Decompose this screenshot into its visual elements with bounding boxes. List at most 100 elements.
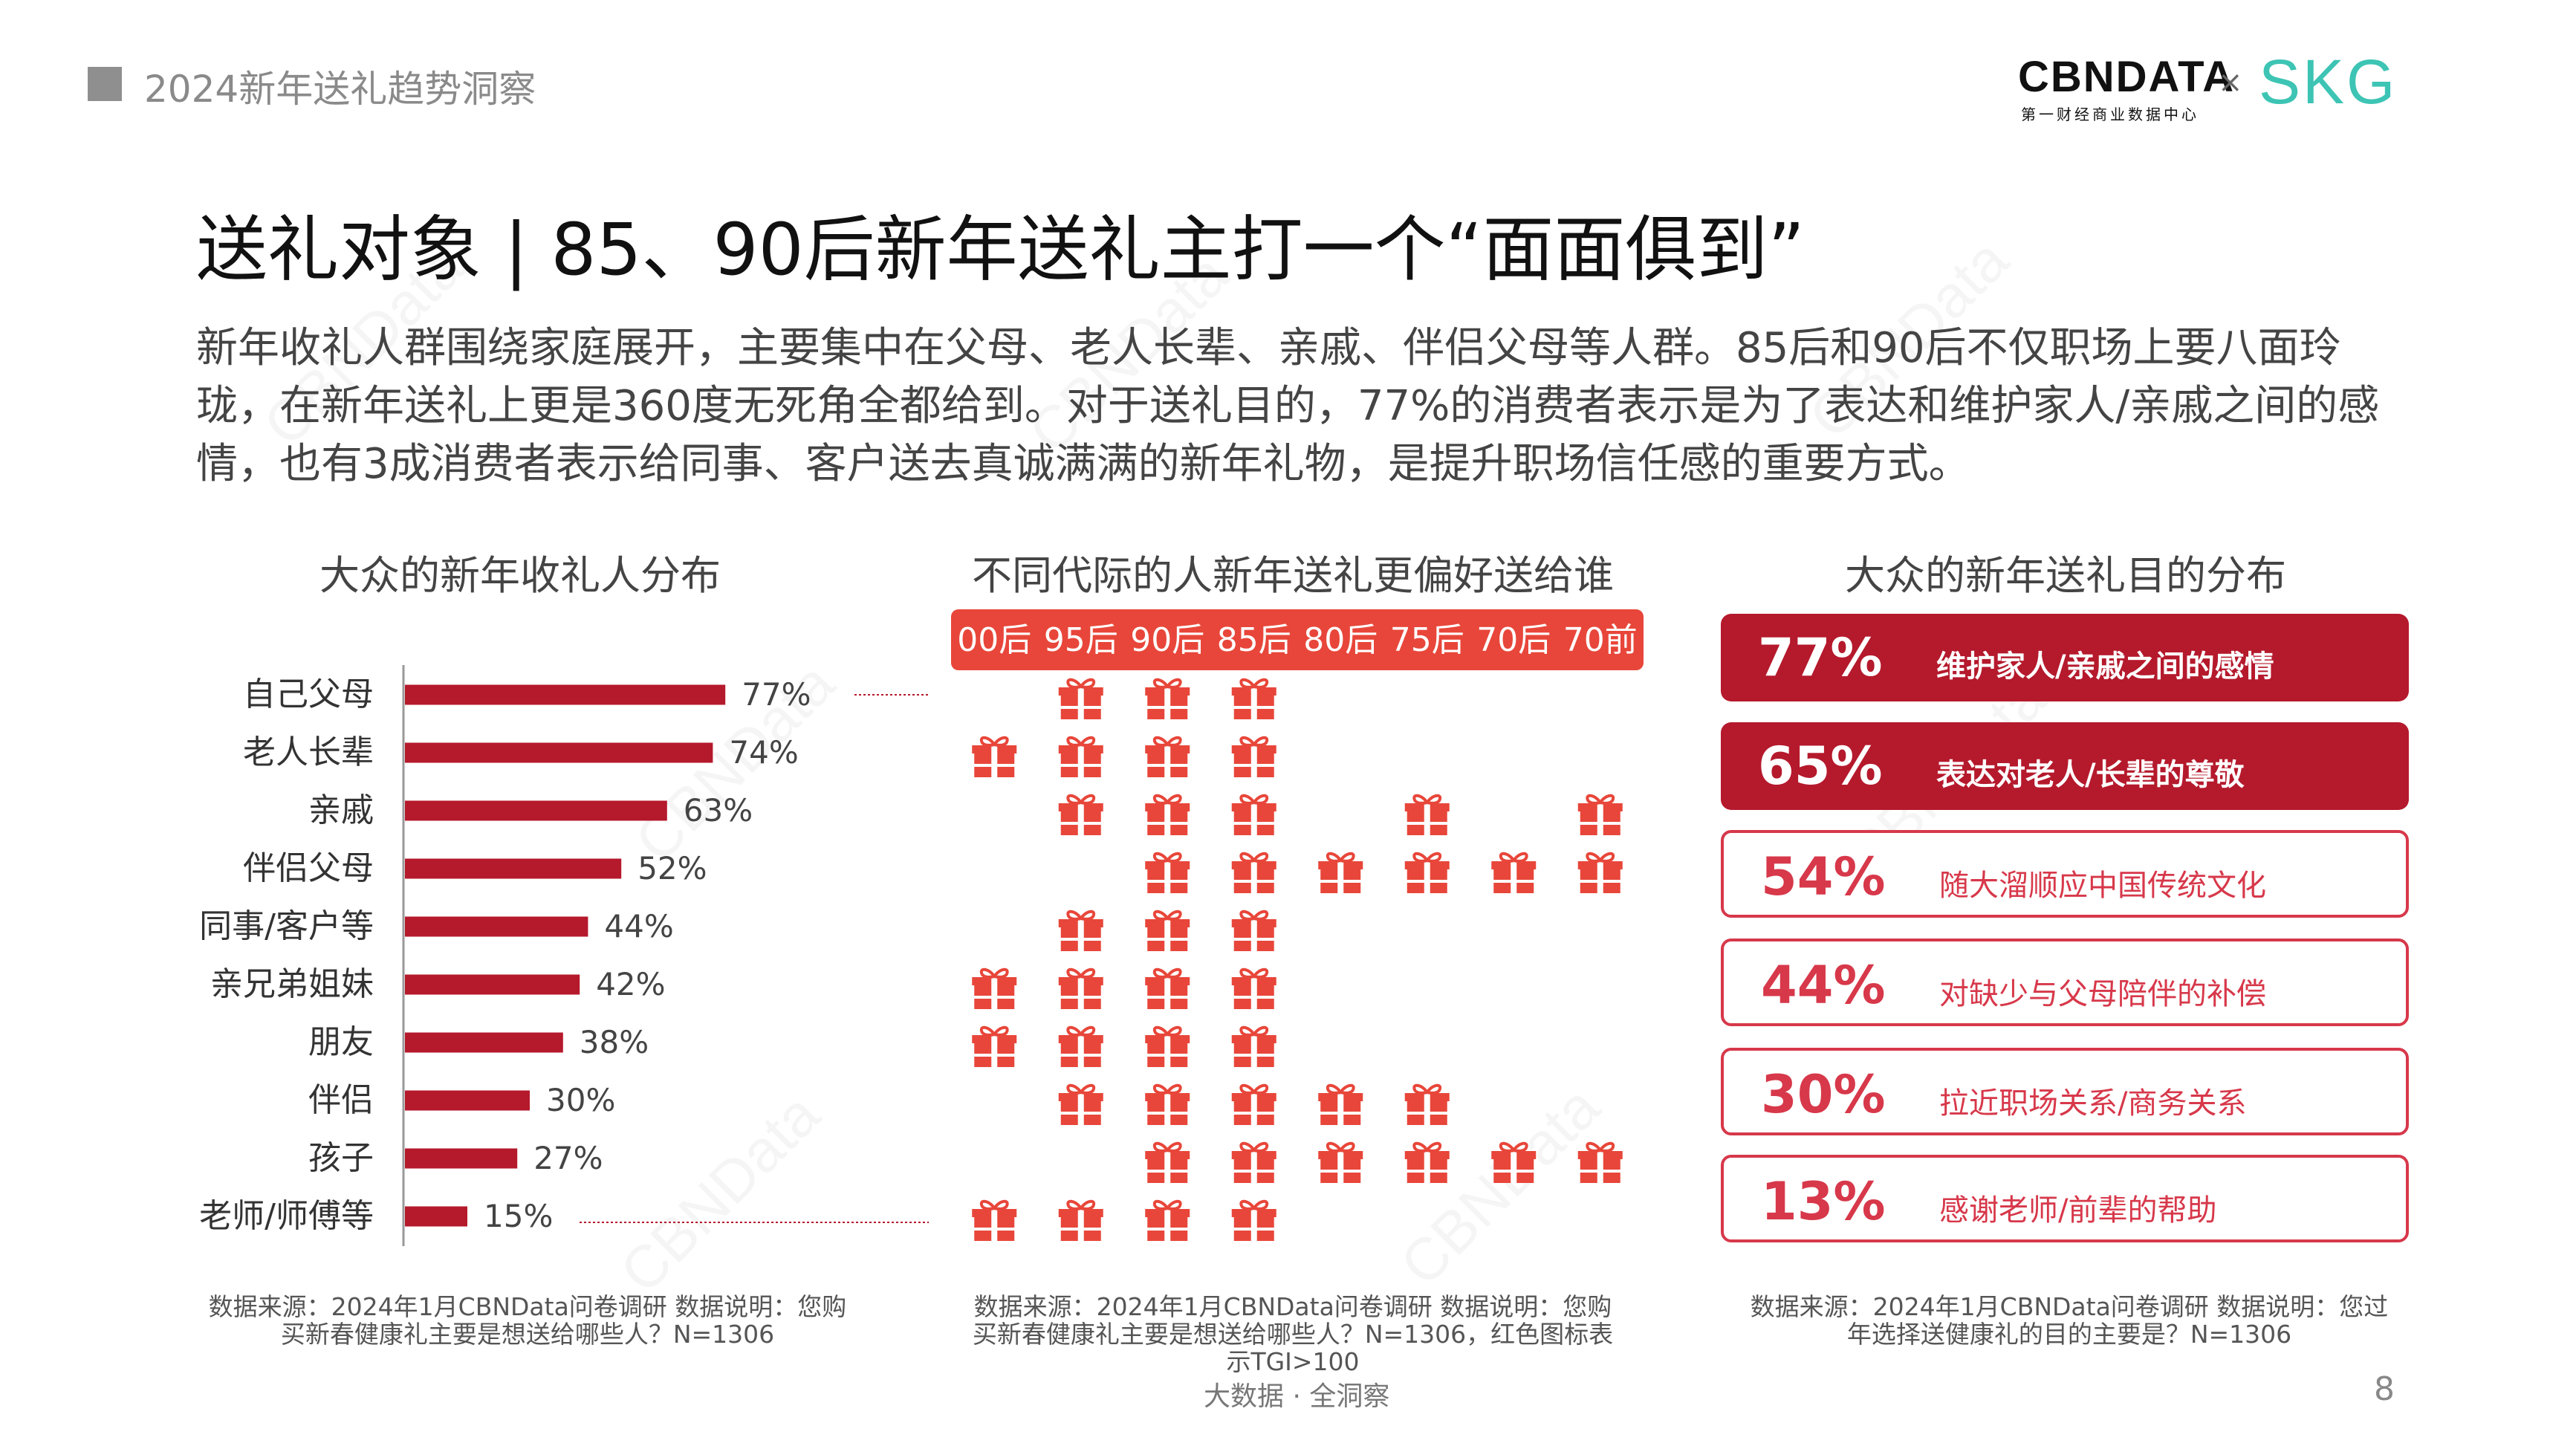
gift-icon xyxy=(1318,1141,1363,1183)
bar xyxy=(405,916,588,937)
cbndata-logo: CBNDATA xyxy=(2018,53,2236,101)
gift-icon xyxy=(1145,1083,1190,1125)
left-chart-note: 数据来源：2024年1月CBNData问卷调研 数据说明：您购买新春健康礼主要是… xyxy=(208,1292,847,1349)
bar-value-label: 42% xyxy=(596,966,665,1002)
gift-icon xyxy=(1231,678,1276,719)
generation-label: 80后 xyxy=(1303,621,1378,659)
gift-icon xyxy=(1231,852,1276,893)
gift-icon xyxy=(1231,1199,1276,1241)
page-title: 送礼对象 | 85、90后新年送礼主打一个“面面俱到” xyxy=(196,208,1806,291)
gift-icon xyxy=(1231,910,1276,951)
purpose-item: 44% 对缺少与父母陪伴的补偿 xyxy=(1721,939,2409,1026)
bar-category-label: 亲戚 xyxy=(308,791,374,829)
gift-icon xyxy=(1404,1141,1450,1183)
gift-icon xyxy=(1231,794,1276,835)
generation-label: 85后 xyxy=(1217,621,1291,659)
generation-label: 00后 xyxy=(957,621,1031,659)
purpose-label: 随大溜顺应中国传统文化 xyxy=(1939,869,2266,903)
gift-icon xyxy=(972,1025,1017,1067)
purpose-item: 65% 表达对老人/长辈的尊敬 xyxy=(1721,722,2409,810)
gift-icon xyxy=(1577,1141,1623,1183)
generation-label: 75后 xyxy=(1390,621,1464,659)
cbndata-logo-subtitle: 第一财经商业数据中心 xyxy=(2021,106,2199,123)
purpose-percent: 77% xyxy=(1758,627,1883,688)
gift-icon xyxy=(1404,1083,1450,1125)
middle-chart-title: 不同代际的人新年送礼更偏好送给谁 xyxy=(972,552,1614,599)
bar-value-label: 52% xyxy=(637,850,707,886)
right-chart-note: 数据来源：2024年1月CBNData问卷调研 数据说明：您过年选择送健康礼的目… xyxy=(1750,1292,2389,1349)
gift-icon xyxy=(1231,1083,1276,1125)
page-number: 8 xyxy=(2374,1370,2395,1408)
gift-icon xyxy=(1577,794,1623,835)
purpose-label: 拉近职场关系/商务关系 xyxy=(1939,1086,2247,1121)
middle-chart-note: 数据来源：2024年1月CBNData问卷调研 数据说明：您购买新春健康礼主要是… xyxy=(972,1292,1614,1376)
gift-icon xyxy=(1145,967,1190,1009)
gift-icon xyxy=(972,736,1017,777)
gift-icon xyxy=(1145,1025,1190,1067)
bar-category-label: 自己父母 xyxy=(243,675,374,713)
header-square-icon xyxy=(88,67,122,101)
generation-label: 70前 xyxy=(1563,621,1638,659)
purpose-item: 30% 拉近职场关系/商务关系 xyxy=(1721,1048,2409,1135)
gift-icon xyxy=(1404,794,1450,835)
purpose-percent: 54% xyxy=(1761,846,1886,907)
header-title: 2024新年送礼趋势洞察 xyxy=(144,68,536,111)
left-chart-title: 大众的新年收礼人分布 xyxy=(319,552,721,599)
bar xyxy=(405,1148,518,1169)
bar xyxy=(405,1032,563,1053)
skg-logo: SKG xyxy=(2259,47,2398,117)
intro-paragraph: 新年收礼人群围绕家庭展开，主要集中在父母、老人长辈、亲戚、伴侣父母等人群。85后… xyxy=(196,324,2380,488)
gift-icon xyxy=(1231,736,1276,777)
purpose-percent: 13% xyxy=(1761,1171,1886,1232)
footer-slogan: 大数据 · 全洞察 xyxy=(1204,1381,1390,1412)
bar-category-label: 伴侣父母 xyxy=(243,849,374,887)
gift-icon xyxy=(1145,678,1190,719)
bar xyxy=(405,742,713,763)
logo-separator: × xyxy=(2218,65,2243,100)
purpose-percent: 44% xyxy=(1761,955,1886,1016)
bar xyxy=(405,858,622,879)
bar-value-label: 44% xyxy=(604,908,673,944)
gift-icon xyxy=(1058,1083,1103,1125)
gift-icon xyxy=(1231,967,1276,1009)
bar-category-label: 朋友 xyxy=(308,1023,374,1061)
purpose-label: 表达对老人/长辈的尊敬 xyxy=(1936,758,2245,792)
bar-value-label: 27% xyxy=(533,1140,603,1176)
gift-icon xyxy=(1145,910,1190,951)
gift-icon xyxy=(1058,1025,1103,1067)
bar-category-label: 孩子 xyxy=(308,1139,374,1177)
generation-gift-matrix: 00后 95后 90后 85后 80后 75后 70后 70前 xyxy=(951,609,1644,1241)
bar xyxy=(405,800,667,821)
purpose-percent: 30% xyxy=(1761,1064,1886,1125)
bar-category-label: 老人长辈 xyxy=(243,733,374,771)
bar xyxy=(405,684,726,705)
gift-icon xyxy=(1231,1141,1276,1183)
gift-icon xyxy=(1491,852,1537,893)
generation-label: 95后 xyxy=(1044,621,1118,659)
gift-icon xyxy=(1058,1199,1103,1241)
purpose-item: 54% 随大溜顺应中国传统文化 xyxy=(1721,830,2409,918)
generation-header-bar xyxy=(951,609,1644,670)
bar-category-label: 伴侣 xyxy=(308,1081,374,1119)
purpose-item: 77% 维护家人/亲戚之间的感情 xyxy=(1721,614,2409,701)
generation-label: 70后 xyxy=(1476,621,1551,659)
purpose-label: 对缺少与父母陪伴的补偿 xyxy=(1939,977,2266,1011)
gift-icon xyxy=(1145,1199,1190,1241)
bar-value-label: 30% xyxy=(546,1082,615,1118)
generation-label: 90后 xyxy=(1130,621,1204,659)
bar-value-label: 15% xyxy=(484,1198,553,1234)
bar-category-label: 同事/客户等 xyxy=(199,907,374,945)
bar xyxy=(405,1206,467,1227)
gift-icon xyxy=(1318,1083,1363,1125)
gift-icon xyxy=(1145,852,1190,893)
gift-icon xyxy=(1058,910,1103,951)
bar xyxy=(405,1090,530,1111)
gift-icon xyxy=(1058,967,1103,1009)
gift-icon xyxy=(1491,1141,1537,1183)
gift-icon xyxy=(1145,794,1190,835)
purpose-label: 维护家人/亲戚之间的感情 xyxy=(1936,649,2274,684)
gift-icon xyxy=(1231,1025,1276,1067)
gift-icon xyxy=(972,1199,1017,1241)
gift-icon xyxy=(1145,736,1190,777)
bar-category-label: 亲兄弟姐妹 xyxy=(210,965,374,1003)
